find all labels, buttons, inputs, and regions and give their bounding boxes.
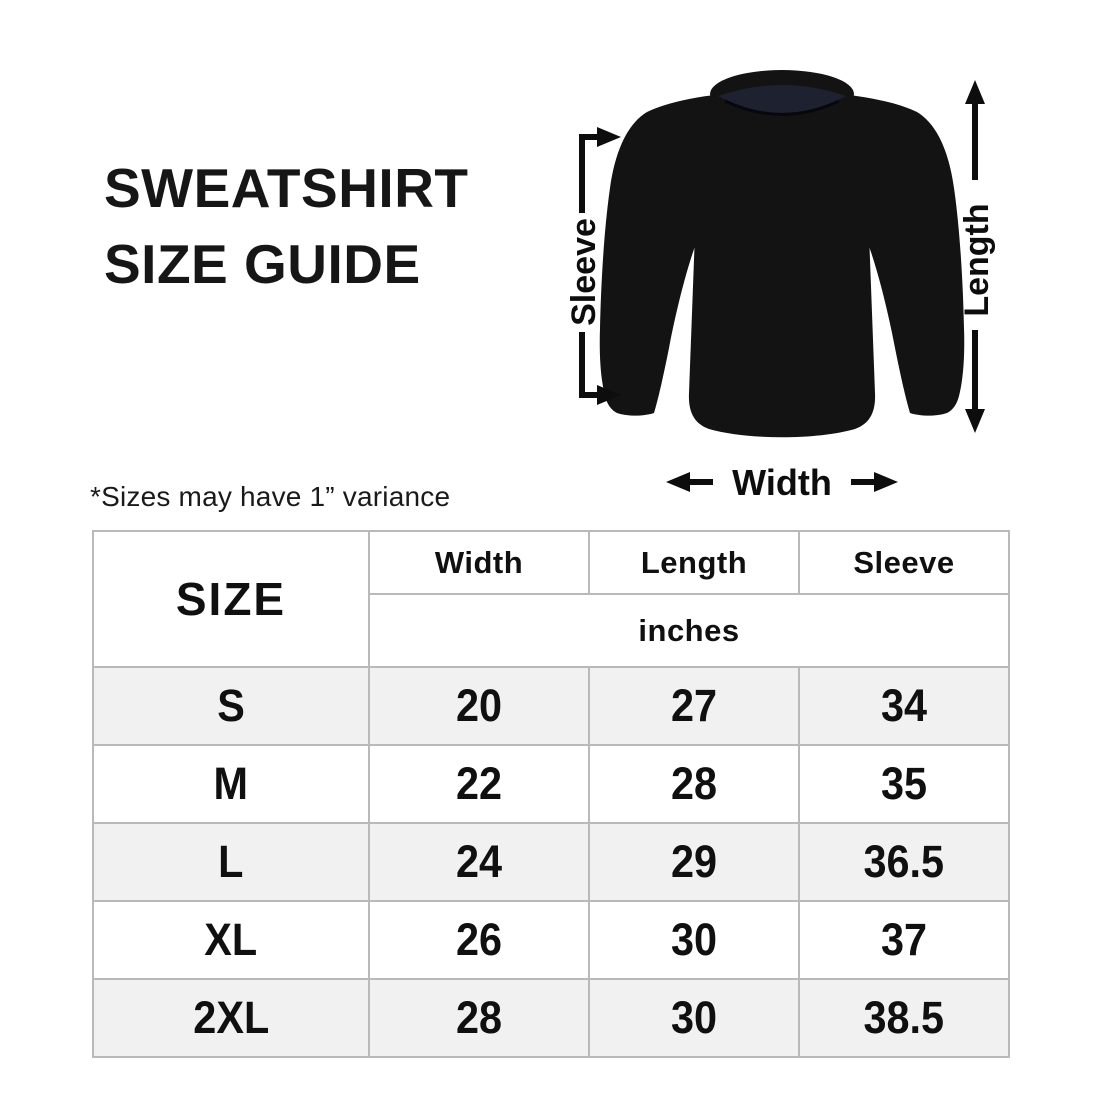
sleeve-cell: 38.5 — [798, 978, 1010, 1058]
width-label: Width — [732, 462, 832, 503]
width-cell: 24 — [368, 822, 590, 902]
sweatshirt-diagram: Sleeve Length Width — [565, 70, 996, 503]
page-title-line1: SWEATSHIRT — [104, 157, 469, 219]
length-arrowhead-up — [965, 80, 985, 104]
width-arrowhead-right — [874, 472, 898, 492]
width-arrowhead-left — [666, 472, 690, 492]
sweatshirt-collar-seam — [724, 99, 840, 116]
sleeve-arrow-top — [579, 134, 601, 213]
size-cell: M — [92, 744, 370, 824]
size-table-row: S 20 27 34 — [92, 666, 1010, 746]
sweatshirt-right-sleeve — [864, 112, 965, 416]
sleeve-arrowhead-bottom — [597, 385, 621, 405]
size-column-header: SIZE — [92, 530, 370, 668]
length-label: Length — [958, 203, 996, 316]
size-table-body: S 20 27 34 M 22 28 35 L 24 29 36.5 XL 26… — [92, 666, 1010, 1058]
sleeve-column-header: Sleeve — [798, 530, 1010, 595]
sleeve-arrow-bottom — [579, 332, 601, 398]
unit-header: inches — [368, 593, 1010, 668]
width-cell: 22 — [368, 744, 590, 824]
size-table: SIZE Width Length Sleeve inches S 20 27 … — [92, 530, 1010, 1058]
sweatshirt-body — [647, 91, 917, 438]
sweatshirt-collar-opening — [718, 85, 846, 113]
length-arrowhead-down — [965, 409, 985, 433]
length-cell: 30 — [588, 978, 800, 1058]
length-cell: 28 — [588, 744, 800, 824]
size-table-row: 2XL 28 30 38.5 — [92, 978, 1010, 1058]
length-cell: 30 — [588, 900, 800, 980]
sleeve-cell: 37 — [798, 900, 1010, 980]
sweatshirt-left-sleeve — [599, 112, 700, 416]
size-cell: L — [92, 822, 370, 902]
size-cell: S — [92, 666, 370, 746]
width-cell: 20 — [368, 666, 590, 746]
width-column-header: Width — [368, 530, 590, 595]
sleeve-label: Sleeve — [565, 218, 603, 326]
size-cell: XL — [92, 900, 370, 980]
sleeve-arrowhead-top — [597, 127, 621, 147]
size-table-row: L 24 29 36.5 — [92, 822, 1010, 902]
width-cell: 26 — [368, 900, 590, 980]
size-table-row: XL 26 30 37 — [92, 900, 1010, 980]
page-title-line2: SIZE GUIDE — [104, 233, 421, 295]
sleeve-cell: 34 — [798, 666, 1010, 746]
size-table-row: M 22 28 35 — [92, 744, 1010, 824]
width-cell: 28 — [368, 978, 590, 1058]
sweatshirt-figure: Sleeve Length Width — [555, 58, 1005, 508]
length-cell: 27 — [588, 666, 800, 746]
sleeve-cell: 35 — [798, 744, 1010, 824]
length-cell: 29 — [588, 822, 800, 902]
variance-note: *Sizes may have 1” variance — [90, 481, 451, 512]
length-column-header: Length — [588, 530, 800, 595]
page-title: SWEATSHIRT SIZE GUIDE — [104, 150, 469, 302]
size-cell: 2XL — [92, 978, 370, 1058]
sleeve-cell: 36.5 — [798, 822, 1010, 902]
